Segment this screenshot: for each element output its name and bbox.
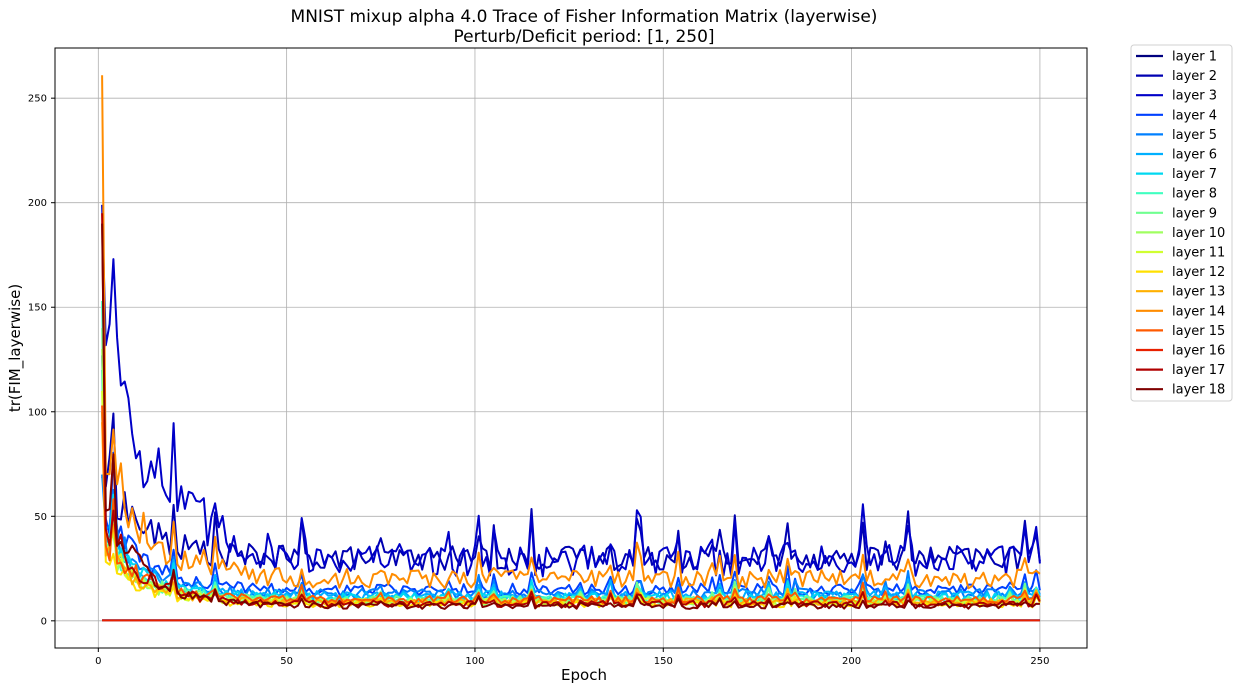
x-tick-label: 150 — [654, 656, 673, 667]
legend-label: layer 13 — [1172, 285, 1225, 300]
chart-title: MNIST mixup alpha 4.0 Trace of Fisher In… — [291, 7, 878, 27]
series-lines — [101, 75, 1041, 622]
series-line-layer-17 — [101, 213, 1041, 609]
axis-ticks: 0 50 100 150 200 250 0 50 100 150 200 250 — [28, 94, 1050, 667]
legend-label: layer 16 — [1172, 344, 1225, 359]
y-tick-label: 150 — [28, 303, 47, 314]
legend-label: layer 15 — [1172, 324, 1225, 339]
legend-label: layer 4 — [1172, 108, 1217, 123]
series-line-layer-15 — [101, 405, 1041, 605]
series-line-layer-3 — [101, 204, 1041, 578]
series-line-layer-2 — [101, 412, 1041, 571]
legend-label: layer 10 — [1172, 226, 1225, 241]
series-line-layer-5 — [101, 474, 1041, 600]
x-tick-label: 250 — [1030, 656, 1049, 667]
series-line-layer-14 — [101, 75, 1041, 590]
plot-frame — [54, 47, 1088, 649]
y-tick-label: 200 — [28, 198, 47, 209]
legend-label: layer 9 — [1172, 206, 1217, 221]
legend-label: layer 6 — [1172, 148, 1217, 163]
legend-label: layer 5 — [1172, 128, 1217, 143]
x-tick-label: 50 — [280, 656, 293, 667]
x-tick-label: 100 — [465, 656, 484, 667]
x-tick-label: 200 — [842, 656, 861, 667]
legend: layer 1 layer 2 layer 3 layer 4 layer 5 layer… — [1130, 44, 1233, 402]
legend-label: layer 8 — [1172, 187, 1217, 202]
y-axis-label: tr(FIM_layerwise) — [6, 284, 25, 412]
legend-label: layer 14 — [1172, 304, 1225, 319]
legend-label: layer 2 — [1172, 69, 1217, 84]
y-tick-label: 50 — [34, 512, 47, 523]
legend-label: layer 3 — [1172, 89, 1217, 104]
chart-subtitle: Perturb/Deficit period: [1, 250] — [453, 27, 714, 47]
x-axis-label: Epoch — [561, 666, 607, 684]
legend-label: layer 11 — [1172, 246, 1225, 261]
legend-label: layer 12 — [1172, 265, 1225, 280]
legend-label: layer 1 — [1172, 50, 1217, 65]
y-tick-label: 100 — [28, 407, 47, 418]
legend-label: layer 17 — [1172, 363, 1225, 378]
y-tick-label: 0 — [41, 616, 47, 627]
y-tick-label: 250 — [28, 94, 47, 105]
legend-label: layer 7 — [1172, 167, 1217, 182]
x-tick-label: 0 — [95, 656, 101, 667]
series-line-layer-18 — [101, 223, 1040, 610]
legend-label: layer 18 — [1172, 383, 1225, 398]
